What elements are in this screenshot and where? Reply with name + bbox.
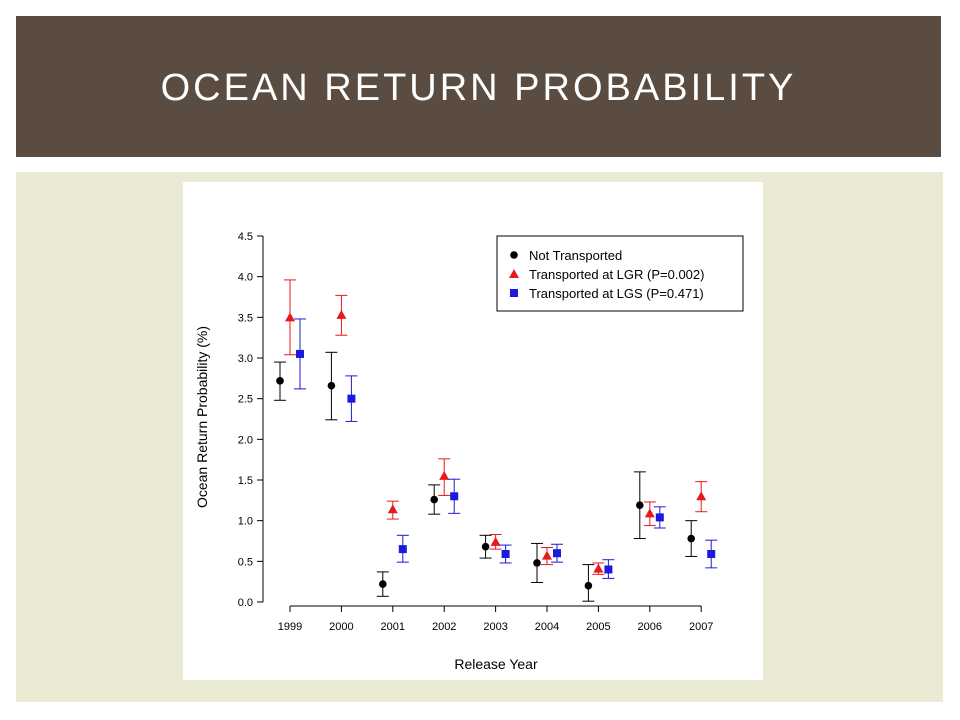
y-tick-label: 4.5 bbox=[238, 231, 253, 243]
x-axis-label: Release Year bbox=[454, 656, 538, 672]
data-point bbox=[276, 376, 284, 385]
legend-label: Transported at LGS (P=0.471) bbox=[529, 286, 704, 301]
data-point bbox=[687, 534, 695, 543]
data-point bbox=[296, 349, 304, 358]
data-point bbox=[584, 581, 593, 590]
data-point bbox=[553, 549, 561, 558]
x-tick-label: 2004 bbox=[535, 621, 559, 633]
data-point bbox=[510, 251, 518, 259]
x-tick-label: 2007 bbox=[689, 621, 713, 633]
x-tick-label: 2005 bbox=[586, 621, 610, 633]
data-point bbox=[387, 504, 398, 514]
data-point bbox=[398, 545, 407, 554]
series-circle bbox=[274, 351, 698, 602]
data-point bbox=[510, 289, 518, 297]
y-tick-label: 3.0 bbox=[238, 353, 253, 365]
data-point bbox=[604, 565, 613, 574]
x-tick-label: 1999 bbox=[278, 621, 302, 633]
data-point bbox=[379, 580, 387, 588]
y-tick-label: 0.0 bbox=[238, 597, 253, 609]
series-square bbox=[294, 318, 718, 579]
data-point bbox=[542, 550, 552, 560]
data-point bbox=[533, 559, 541, 567]
data-point bbox=[450, 492, 459, 501]
x-ticks: 1999 2000 2001 2002 2003 2004 2005 2006 2007 bbox=[278, 606, 713, 633]
chart-box: 0.0 0.5 1.0 1.5 2.0 2.5 3.0 3.5 4.0 4.5 1999 2000 2… bbox=[183, 182, 763, 680]
data-point bbox=[593, 563, 604, 573]
y-tick-label: 1.0 bbox=[238, 516, 253, 528]
y-tick-label: 2.5 bbox=[238, 394, 253, 406]
legend-box bbox=[496, 235, 744, 312]
data-point bbox=[490, 536, 501, 546]
slide-title: OCEAN RETURN PROBABILITY bbox=[160, 67, 797, 109]
data-point bbox=[439, 470, 450, 480]
y-tick-label: 3.5 bbox=[238, 312, 253, 324]
data-point bbox=[336, 309, 347, 319]
chart-marks bbox=[274, 279, 718, 602]
x-tick-label: 2000 bbox=[329, 621, 353, 633]
y-axis-label: Ocean Return Probability (%) bbox=[194, 326, 210, 508]
legend-label: Not Transported bbox=[529, 248, 622, 263]
data-point bbox=[636, 501, 644, 510]
y-tick-label: 0.5 bbox=[238, 556, 253, 568]
x-tick-label: 2002 bbox=[432, 621, 456, 633]
data-point bbox=[501, 550, 510, 559]
x-tick-label: 2006 bbox=[638, 621, 662, 633]
legend: Not Transported Transported at LGR (P=0.0… bbox=[496, 235, 744, 312]
y-tick-label: 1.5 bbox=[238, 475, 253, 487]
data-point bbox=[696, 491, 707, 501]
x-tick-label: 2003 bbox=[483, 621, 507, 633]
y-tick-label: 4.0 bbox=[238, 272, 253, 284]
data-point bbox=[327, 381, 336, 390]
title-bar: OCEAN RETURN PROBABILITY bbox=[16, 16, 941, 157]
data-point bbox=[481, 542, 490, 551]
data-point bbox=[655, 513, 664, 522]
y-tick-label: 2.0 bbox=[238, 434, 253, 446]
x-tick-label: 2001 bbox=[381, 621, 405, 633]
data-point bbox=[509, 269, 519, 278]
data-point bbox=[430, 495, 438, 504]
series-triangle bbox=[284, 279, 708, 575]
data-point bbox=[644, 508, 655, 518]
data-point bbox=[707, 550, 716, 559]
data-point bbox=[347, 394, 356, 403]
data-point bbox=[285, 312, 295, 322]
chart-svg: 0.0 0.5 1.0 1.5 2.0 2.5 3.0 3.5 4.0 4.5 1999 2000 2… bbox=[194, 231, 744, 672]
y-ticks: 0.0 0.5 1.0 1.5 2.0 2.5 3.0 3.5 4.0 4.5 bbox=[238, 231, 263, 609]
legend-label: Transported at LGR (P=0.002) bbox=[529, 267, 704, 282]
